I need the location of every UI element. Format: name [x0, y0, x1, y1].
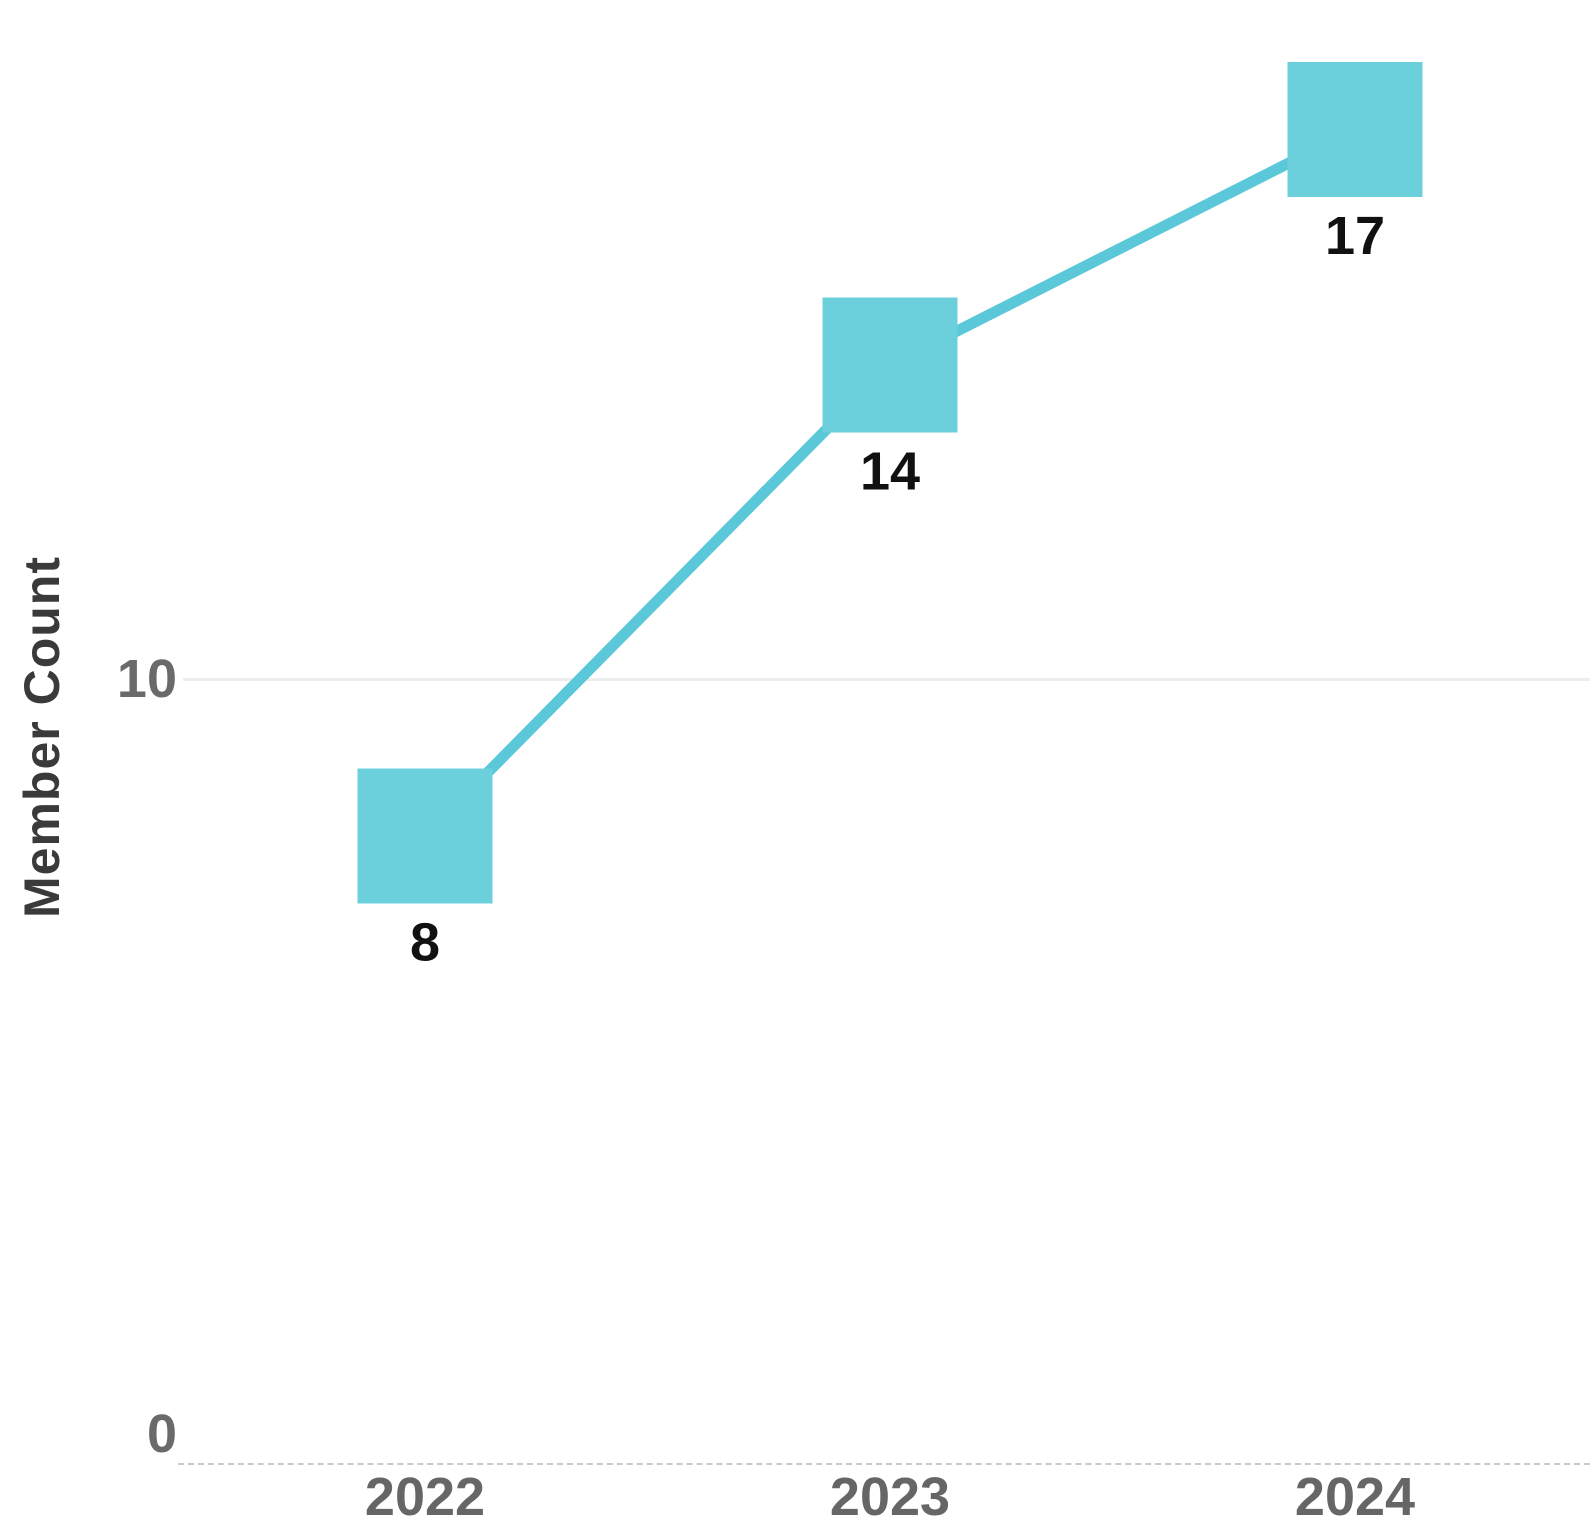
data-point-marker-2023[interactable]	[822, 297, 958, 433]
x-tick-label-2024: 2024	[1294, 1467, 1416, 1527]
x-tick-label-2022: 2022	[364, 1467, 486, 1527]
data-label-2022: 8	[410, 913, 440, 973]
y-tick-label-0: 0	[146, 1404, 177, 1464]
y-tick-label-10: 10	[116, 649, 177, 709]
x-tick-label-2023: 2023	[829, 1467, 951, 1527]
data-point-marker-2024[interactable]	[1287, 62, 1423, 197]
data-label-2024: 17	[1325, 206, 1385, 266]
gridline-y10	[183, 678, 1590, 681]
data-label-2023: 14	[860, 442, 920, 502]
x-axis-baseline	[178, 1463, 1590, 1465]
data-point-marker-2022[interactable]	[357, 768, 493, 904]
